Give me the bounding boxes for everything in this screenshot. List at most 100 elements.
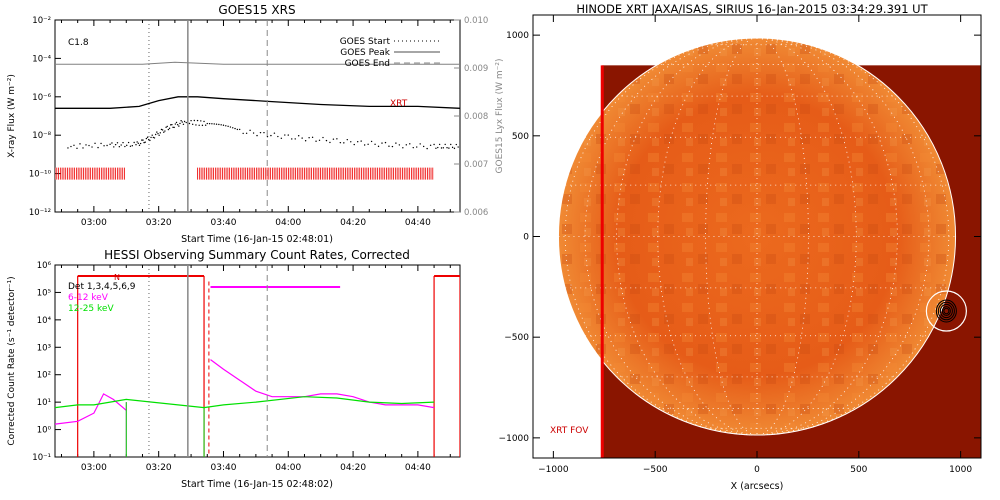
goes-dotted-point [152,136,155,139]
goes-dotted-point [166,125,168,128]
goes-dotted-point [222,124,225,126]
goes-dotted-point [220,124,222,126]
goes-dotted-point [111,142,113,144]
y-tick-label: 10⁻⁸ [32,131,51,141]
image-y-tick-label: −1000 [499,434,530,444]
xrt-observation-bars [55,167,434,180]
goes-dotted-point [227,125,229,128]
goes-dotted-point [444,143,446,146]
goes-dotted-point [422,145,425,148]
goes-dotted-point [145,137,148,140]
goes-dotted-point [256,134,258,137]
goes-dotted-point [266,135,269,138]
y-tick-label: 10⁻⁴ [32,54,51,64]
goes-dotted-point [284,134,286,136]
goes-dotted-point [426,147,428,150]
goes-dotted-point [171,123,173,126]
hessi-event-markers [148,265,268,457]
xrt-label: XRT [390,99,408,109]
image-x-tick-label: 1000 [949,465,972,475]
goes-dotted-point [384,141,387,144]
goes-dotted-point [277,135,279,138]
intensity-contour [941,306,951,316]
goes-dotted-point [451,146,454,149]
goes-dotted-point [381,142,383,144]
goes-dotted-point [193,119,196,122]
goes-xlabel: Start Time (16-Jan-15 02:48:01) [181,234,333,245]
goes-dotted-point [82,147,84,149]
goes-dotted-point [120,144,122,146]
y-tick-label: 10⁻¹ [32,453,51,463]
hessi-gap-edge [125,402,205,457]
goes-dotted-point [287,134,289,136]
goes-series-group [55,61,460,150]
goes-dotted-point [453,147,456,150]
goes-dotted-point [315,140,317,142]
goes-dotted-point [208,122,211,125]
goes-dotted-point [215,123,218,125]
image-y-ticks: 1000 500 0 −500 −1000 [499,31,981,444]
y-tick-label: 10⁵ [37,288,51,298]
goes-dotted-point [374,143,376,146]
goes-dotted-point [163,131,165,133]
hessi-title: HESSI Observing Summary Count Rates, Cor… [104,248,410,262]
image-y-tick-label: 0 [523,233,529,243]
goes-dotted-point [225,125,227,127]
x-tick-label: 04:40 [405,463,431,473]
goes-dotted-point [156,131,158,133]
goes-dotted-point [150,136,152,139]
goes-dotted-point [142,139,144,141]
goes-dotted-point [440,147,443,149]
goes-y2-ticks: 0.006 0.007 0.008 0.009 0.010 [454,16,488,218]
goes-dotted-point [213,123,215,125]
goes-dotted-point [438,143,441,146]
goes-dotted-point [433,143,435,146]
goes-dotted-point [170,124,172,126]
goes-dotted-point [137,142,140,144]
goes-dotted-point [357,140,359,143]
goes-dotted-point [148,138,150,141]
goes-dotted-point [94,142,96,145]
goes-dotted-point [395,142,397,144]
goes-dotted-point [164,130,166,132]
goes-y-ticks: 10⁻¹² 10⁻¹⁰ 10⁻⁸ 10⁻⁶ 10⁻⁴ 10⁻² [29,16,61,218]
goes-dotted-point [138,144,141,147]
goes-dotted-point [416,146,418,148]
goes-dotted-point [183,120,186,123]
image-x-tick-label: 0 [754,465,760,475]
y-tick-label: 10² [37,371,51,381]
y2-tick-label: 0.006 [464,208,488,218]
goes-dotted-point [116,142,119,144]
hessi-ylabel: Corrected Count Rate (s⁻¹ detector⁻¹) [7,276,17,445]
goes-dotted-point [73,144,75,147]
goes-dotted-point [270,134,272,137]
goes-dotted-point [126,144,128,147]
goes-dotted-point [167,128,170,131]
goes-dotted-point [363,144,366,146]
longitude-line [616,37,758,436]
longitude-line [657,37,758,436]
goes-dotted-point [332,138,335,140]
goes-dotted-point [76,147,78,150]
legend-6-12-kev: 6-12 keV [68,293,109,303]
x-tick-label: 03:00 [81,218,107,228]
goes-dotted-point [329,141,331,144]
goes-dotted-point [412,146,414,149]
goes-dotted-point [181,121,183,123]
goes-dotted-point [294,138,296,140]
goes-dotted-point [124,145,126,148]
goes-dotted-point [377,145,380,148]
goes-dotted-point [391,145,394,148]
legend-goes-start: GOES Start [340,37,391,47]
x-tick-label: 04:00 [275,218,301,228]
goes-dotted-point [206,122,208,125]
goes-panel: GOES15 XRS 03:00 03:20 03:40 04:00 04:20 04:4… [7,3,505,245]
image-y-tick-label: 1000 [506,31,529,41]
goes-dotted-point [91,146,93,148]
goes-lyx-series [55,61,460,65]
goes-dotted-point [442,147,445,149]
goes-dotted-point [429,144,432,146]
goes-dotted-point [211,123,213,125]
goes-ylabel: X-ray Flux (W m⁻²) [7,74,17,158]
goes-dotted-point [203,120,205,123]
